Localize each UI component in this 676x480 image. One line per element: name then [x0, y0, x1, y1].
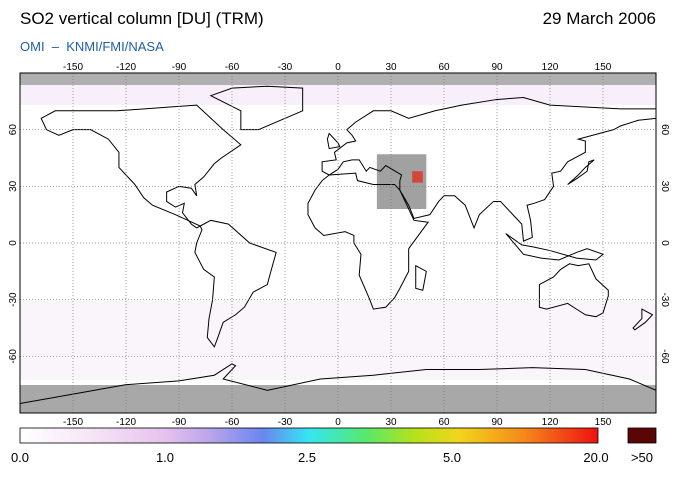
antarctica: [20, 364, 656, 404]
colorbar-label: 20.0: [583, 450, 608, 465]
lon-label-bottom: 60: [438, 417, 450, 428]
lon-label-top: -60: [225, 62, 240, 73]
eurasia: [322, 98, 656, 242]
indonesia: [506, 234, 603, 260]
so2-hotspot: [412, 171, 423, 183]
colorbar-label: 0.0: [11, 450, 29, 465]
lat-label-right: 60: [659, 124, 670, 136]
map-frame: [19, 72, 657, 414]
lon-label-top: -120: [116, 62, 136, 73]
lon-label-top: 150: [595, 62, 612, 73]
graticule: [20, 73, 656, 413]
colorbar: [19, 427, 599, 444]
lon-label-top: 60: [438, 62, 450, 73]
lat-label-left: 0: [8, 240, 19, 246]
lon-label-bottom: -30: [278, 417, 293, 428]
colorbar-label: 5.0: [443, 450, 461, 465]
lon-label-bottom: -150: [63, 417, 83, 428]
colorbar-overflow: [627, 427, 657, 444]
south-america: [195, 220, 276, 347]
lat-label-left: -60: [8, 349, 19, 364]
colorbar-label: >50: [631, 450, 653, 465]
lon-label-top: 120: [542, 62, 559, 73]
africa: [308, 173, 428, 309]
no-data-south: [20, 385, 656, 413]
new-zealand: [633, 309, 652, 330]
great-britain: [327, 133, 339, 148]
lon-label-top: 30: [385, 62, 397, 73]
lon-label-bottom: 120: [542, 417, 559, 428]
madagascar: [416, 266, 427, 291]
lon-label-top: -150: [63, 62, 83, 73]
map-area: [20, 73, 656, 413]
lat-label-left: 30: [8, 180, 19, 192]
colorbar-label: 1.0: [156, 450, 174, 465]
lat-label-right: 0: [659, 240, 670, 246]
lat-label-left: 60: [8, 124, 19, 136]
lon-label-top: -90: [172, 62, 187, 73]
australia: [539, 264, 608, 317]
colorbar-label: 2.5: [298, 450, 316, 465]
lat-label-left: -30: [8, 292, 19, 307]
lat-label-right: -60: [659, 349, 670, 364]
lon-label-bottom: 30: [385, 417, 397, 428]
lon-label-bottom: -60: [225, 417, 240, 428]
lon-label-bottom: -90: [172, 417, 187, 428]
lat-label-right: -30: [659, 292, 670, 307]
lon-label-top: 0: [335, 62, 341, 73]
lon-label-bottom: 90: [491, 417, 503, 428]
title: SO2 vertical column [DU] (TRM): [20, 9, 264, 28]
lon-label-bottom: -120: [116, 417, 136, 428]
lon-label-bottom: 0: [335, 417, 341, 428]
continents: [20, 86, 656, 403]
north-america: [41, 105, 241, 228]
lat-label-right: 30: [659, 181, 670, 193]
date: 29 March 2006: [543, 9, 656, 28]
lon-label-bottom: 150: [595, 417, 612, 428]
lon-label-top: 90: [491, 62, 503, 73]
greenland: [211, 86, 303, 129]
lon-label-top: -30: [278, 62, 293, 73]
subtitle: OMI – KNMI/FMI/NASA: [20, 39, 164, 54]
japan: [568, 160, 595, 185]
